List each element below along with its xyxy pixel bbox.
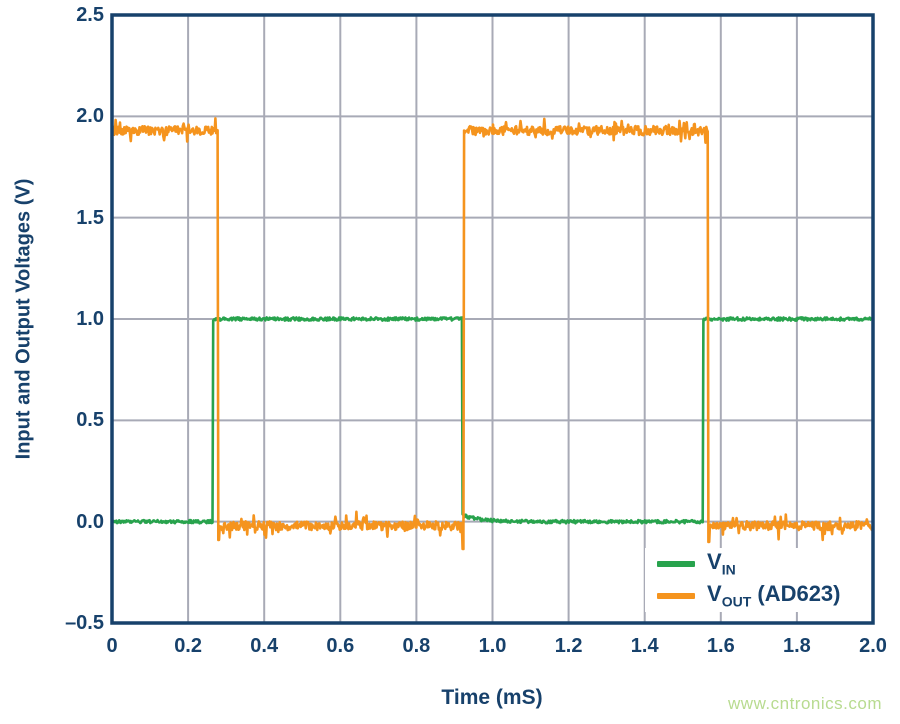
y-tick-label: 1.0: [76, 308, 104, 330]
y-tick-label: 2.5: [76, 4, 104, 26]
x-tick-label: 0: [106, 635, 118, 657]
x-axis-title: Time (mS): [441, 686, 543, 709]
y-tick-label: 1.5: [76, 206, 104, 229]
x-tick-label: 1.4: [630, 635, 659, 657]
x-tick-label: 2.0: [859, 635, 887, 657]
x-tick-label: 1.0: [478, 635, 507, 657]
vin-line-swatch: [657, 561, 695, 567]
vout-legend-label: VOUT (AD623): [707, 581, 841, 610]
plot-border: [110, 13, 875, 625]
vout-line-swatch: [657, 593, 695, 599]
x-tick-label: 0.2: [174, 635, 202, 657]
vin-legend-label: VIN: [707, 549, 736, 578]
legend-item-vin: VIN: [645, 549, 869, 579]
y-tick-label: –0.5: [65, 612, 104, 634]
x-tick-label: 0.8: [402, 635, 431, 657]
x-tick-label: 0.4: [250, 635, 279, 657]
trace-vin: [110, 316, 874, 525]
y-tick-label: 0.0: [76, 510, 104, 533]
y-tick-label: 2.0: [76, 105, 104, 128]
x-tick-label: 1.6: [706, 635, 735, 657]
x-tick-label: 0.6: [326, 635, 355, 657]
x-tick-label: 1.8: [782, 635, 811, 657]
x-tick-label: 1.2: [554, 635, 583, 657]
legend: VIN VOUT (AD623): [645, 548, 869, 612]
trace-vout: [110, 117, 874, 551]
y-tick-label: 0.5: [76, 409, 104, 432]
legend-item-vout: VOUT (AD623): [645, 581, 869, 611]
watermark: www.cntronics.com: [728, 694, 882, 713]
